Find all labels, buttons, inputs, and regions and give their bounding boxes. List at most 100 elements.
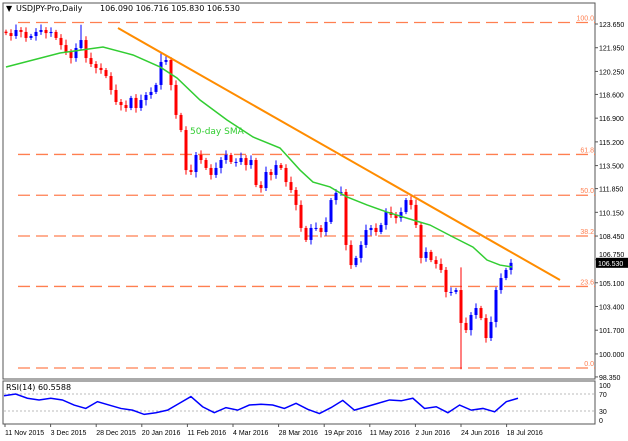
candle-body: [334, 192, 338, 201]
date-label: 18 Jul 2016: [507, 430, 543, 437]
candle-body: [469, 314, 473, 331]
price-tick-label: 123.650: [599, 22, 624, 29]
price-tick-label: 106.750: [599, 252, 624, 259]
candle: [279, 162, 283, 171]
candle: [309, 224, 313, 245]
candle-body: [414, 204, 418, 226]
candle-body: [474, 308, 478, 315]
candle: [409, 196, 413, 210]
candle-body: [144, 95, 148, 101]
candle: [479, 305, 483, 321]
candle: [419, 222, 423, 264]
candle-body: [499, 278, 503, 291]
candle-body: [24, 31, 28, 38]
candle-body: [429, 251, 433, 261]
sma-label: 50-day SMA: [190, 127, 245, 137]
candle: [429, 249, 433, 263]
candle-body: [444, 269, 448, 292]
rsi-level-label: 100: [599, 383, 611, 390]
candle: [204, 157, 208, 171]
candle: [324, 217, 328, 236]
candle: [209, 164, 213, 180]
candle: [274, 160, 278, 179]
candle: [339, 186, 343, 196]
candle-body: [89, 58, 93, 65]
candle: [159, 52, 163, 90]
candle-body: [409, 200, 413, 205]
candle-body: [9, 33, 13, 36]
candle: [189, 164, 193, 175]
candle: [239, 152, 243, 165]
price-tick-label: 115.200: [599, 140, 624, 147]
price-panel-frame: [2, 2, 596, 380]
candle: [139, 94, 143, 111]
fib-level-label: 100.0: [576, 15, 594, 22]
candle: [94, 61, 98, 74]
date-label: 20 Jan 2016: [142, 430, 181, 437]
rsi-panel-frame: [2, 380, 596, 425]
candle: [404, 197, 408, 215]
date-label: 24 Jun 2016: [461, 430, 500, 437]
price-tick-label: 100.000: [599, 352, 624, 359]
candle-body: [244, 158, 248, 166]
candle: [414, 199, 418, 228]
candle: [214, 162, 218, 178]
menu-triangle-icon[interactable]: ▼: [6, 4, 13, 13]
candle-body: [109, 76, 113, 90]
candle-body: [4, 31, 8, 34]
candle: [229, 152, 233, 165]
candle: [464, 317, 468, 333]
price-tick-label: 101.700: [599, 328, 624, 335]
candle-body: [74, 47, 78, 59]
candle-body: [124, 105, 128, 108]
candle-body: [164, 59, 168, 62]
date-label: 11 Nov 2015: [5, 430, 44, 437]
chart-ohlc-readout: 106.090 106.716 105.830 106.530: [100, 4, 240, 13]
rsi-line: [3, 393, 519, 416]
candle-body: [434, 260, 438, 264]
candle-body: [129, 97, 133, 108]
date-label: 11 Feb 2016: [187, 430, 226, 437]
candle: [319, 225, 323, 238]
candle: [59, 34, 63, 50]
candle: [449, 287, 453, 296]
candle: [194, 152, 198, 178]
candle-body: [59, 37, 63, 46]
fibonacci-retracement[interactable]: 100.0 61.8 50.0 38.2 23.6 0.0: [18, 15, 595, 369]
candle-body: [254, 160, 258, 185]
candle-body: [309, 227, 313, 240]
candle-body: [449, 291, 453, 293]
candle-body: [54, 31, 58, 38]
fib-level-label: 0.0: [584, 361, 594, 368]
candle: [359, 241, 363, 263]
candle-body: [479, 308, 483, 319]
candle: [349, 240, 353, 269]
date-label: 19 Apr 2016: [324, 430, 362, 437]
candle: [474, 303, 478, 319]
candle: [299, 200, 303, 232]
candle-body: [264, 172, 268, 189]
candle-body: [379, 225, 383, 232]
price-tick-label: 113.500: [599, 164, 624, 171]
candle-body: [419, 225, 423, 258]
candle: [124, 100, 128, 112]
price-tick-label: 111.850: [599, 187, 623, 194]
downtrend-line[interactable]: [117, 27, 561, 281]
date-label: 4 Mar 2016: [233, 430, 269, 437]
candle-body: [174, 84, 178, 115]
candle: [219, 157, 223, 174]
candle-body: [464, 322, 468, 331]
candle-body: [484, 318, 488, 339]
price-tick-label: 110.150: [599, 210, 624, 217]
candle-body: [139, 100, 143, 108]
candle: [234, 158, 238, 167]
candle-body: [19, 29, 23, 32]
candle: [264, 166, 268, 191]
candle: [434, 256, 438, 269]
candle: [504, 267, 508, 281]
candle-body: [114, 89, 118, 102]
candle-body: [454, 290, 458, 292]
candle-body: [324, 221, 328, 232]
rsi-level-label: 70: [599, 392, 607, 399]
